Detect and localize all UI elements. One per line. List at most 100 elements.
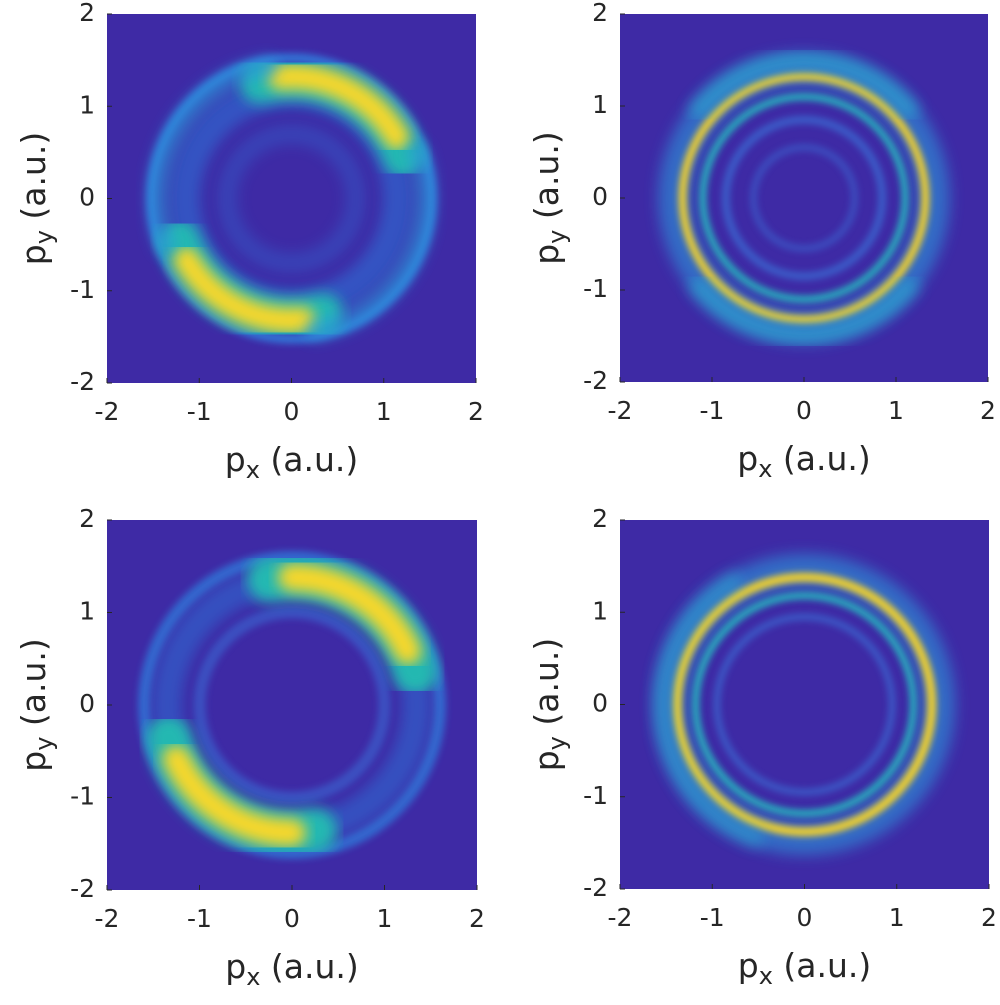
intensity-ring xyxy=(692,592,917,817)
ylabel-unit: (a.u.) xyxy=(14,638,53,736)
x-tick-label: 2 xyxy=(468,397,484,426)
ylabel-sub: y xyxy=(30,230,58,244)
x-tick-label: 1 xyxy=(889,903,905,932)
x-tick-label: -1 xyxy=(187,397,212,426)
x-tick-label: 0 xyxy=(284,904,300,933)
x-tick-label: 2 xyxy=(981,903,997,932)
x-tick-label: 0 xyxy=(797,903,813,932)
y-tick-label: 1 xyxy=(79,597,95,626)
y-tick-label: 1 xyxy=(592,596,608,625)
ylabel-main: p xyxy=(14,244,53,265)
x-tick-label: 1 xyxy=(376,397,392,426)
xlabel-unit: (a.u.) xyxy=(773,946,871,985)
xlabel-main: p xyxy=(225,947,246,986)
y-tick-label: -1 xyxy=(583,781,608,810)
y-tick-label: 0 xyxy=(79,689,95,718)
intensity-arc xyxy=(173,246,316,334)
xlabel-main: p xyxy=(737,439,758,478)
x-tick-label: -1 xyxy=(700,396,725,425)
xlabel-sub: x xyxy=(246,963,260,991)
heatmap-image xyxy=(653,553,956,856)
x-tick-label: -2 xyxy=(608,903,633,932)
intensity-arc xyxy=(653,572,764,847)
y-tick-label: -1 xyxy=(70,782,95,811)
x-tick-label: -2 xyxy=(608,396,633,425)
xlabel-main: p xyxy=(225,440,246,479)
y-tick-label: -2 xyxy=(583,873,608,902)
xlabel-main: p xyxy=(738,946,759,985)
ylabel: py (a.u.) xyxy=(527,131,572,265)
x-tick-label: -2 xyxy=(95,397,120,426)
x-tick-label: 0 xyxy=(284,397,300,426)
xlabel: px (a.u.) xyxy=(225,947,359,992)
intensity-ring xyxy=(216,123,367,274)
intensity-ring xyxy=(713,613,896,796)
intensity-arc xyxy=(304,142,436,341)
ylabel-unit: (a.u.) xyxy=(14,132,53,230)
ylabel-sub: y xyxy=(543,736,571,750)
x-tick-label: -1 xyxy=(700,903,725,932)
xlabel: px (a.u.) xyxy=(738,946,872,991)
intensity-ring xyxy=(672,572,937,837)
y-tick-label: 0 xyxy=(592,689,608,718)
intensity-ring xyxy=(699,93,909,303)
y-tick-label: -2 xyxy=(583,366,608,395)
xlabel-unit: (a.u.) xyxy=(260,947,358,986)
ylabel-sub: y xyxy=(543,230,571,244)
intensity-arc xyxy=(162,744,306,847)
intensity-ring xyxy=(749,143,859,253)
ylabel-main: p xyxy=(14,751,53,772)
intensity-arc xyxy=(278,563,422,666)
x-tick-label: 2 xyxy=(980,396,996,425)
intensity-arc xyxy=(689,277,919,345)
ylabel-unit: (a.u.) xyxy=(527,638,566,736)
ylabel-unit: (a.u.) xyxy=(527,131,566,229)
heatmap-image xyxy=(138,551,446,859)
y-tick-label: -2 xyxy=(70,367,95,396)
ylabel: py (a.u.) xyxy=(14,132,59,266)
xlabel: px (a.u.) xyxy=(225,440,359,485)
intensity-arc xyxy=(689,51,919,119)
xlabel-unit: (a.u.) xyxy=(772,439,870,478)
y-tick-label: 2 xyxy=(592,0,608,27)
ylabel-main: p xyxy=(527,750,566,771)
xlabel: px (a.u.) xyxy=(737,439,871,484)
heatmap-image xyxy=(658,51,950,345)
x-tick-label: 1 xyxy=(888,396,904,425)
y-tick-label: -2 xyxy=(70,874,95,903)
intensity-ring xyxy=(658,52,950,344)
y-tick-label: -1 xyxy=(583,274,608,303)
intensity-arc xyxy=(147,56,279,255)
intensity-ring xyxy=(193,606,391,804)
x-tick-label: 1 xyxy=(377,904,393,933)
intensity-arc xyxy=(267,63,410,151)
intensity-ring xyxy=(678,72,930,324)
ylabel-sub: y xyxy=(30,737,58,751)
xlabel-sub: x xyxy=(759,962,773,990)
x-tick-label: 0 xyxy=(796,396,812,425)
y-tick-label: 2 xyxy=(79,504,95,533)
xlabel-unit: (a.u.) xyxy=(260,440,358,479)
x-tick-label: -1 xyxy=(187,904,212,933)
x-tick-label: -2 xyxy=(95,904,120,933)
y-tick-label: 0 xyxy=(592,182,608,211)
xlabel-sub: x xyxy=(758,455,772,483)
heatmap-image xyxy=(146,53,437,344)
y-tick-label: 1 xyxy=(592,90,608,119)
y-tick-label: 2 xyxy=(79,0,95,27)
y-tick-label: 1 xyxy=(79,90,95,119)
xlabel-sub: x xyxy=(246,456,260,484)
y-tick-label: -1 xyxy=(70,275,95,304)
y-tick-label: 0 xyxy=(79,183,95,212)
x-tick-label: 2 xyxy=(469,904,485,933)
ylabel: py (a.u.) xyxy=(527,638,572,772)
intensity-ring xyxy=(653,553,956,856)
ylabel-main: p xyxy=(527,244,566,265)
y-tick-label: 2 xyxy=(592,504,608,533)
ylabel: py (a.u.) xyxy=(14,638,59,772)
